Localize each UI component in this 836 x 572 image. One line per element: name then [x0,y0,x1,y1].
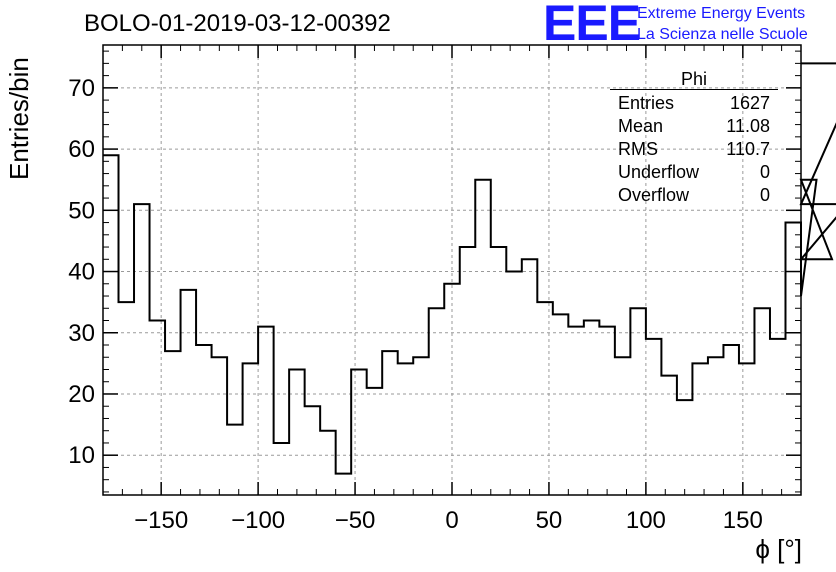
stats-label: Mean [618,116,664,136]
stats-value: 110.7 [726,139,770,159]
x-tick-label: 0 [445,507,458,534]
stats-label: RMS [618,139,658,159]
stats-value: 1627 [729,93,770,113]
logo-line-1: Extreme Energy Events [637,5,806,22]
y-tick-label: 10 [68,442,95,469]
grid-lines [103,45,801,495]
x-tick-label: 100 [626,507,666,534]
eee-logo: EEE [543,0,641,51]
y-axis-label: Entries/bin [4,57,34,180]
x-tick-label: 50 [536,507,563,534]
y-tick-label: 70 [68,75,95,102]
y-tick-label: 30 [68,320,95,347]
x-tick-label: −50 [335,507,376,534]
y-tick-label: 20 [68,381,95,408]
stats-row-underflow: Underflow 0 [610,161,778,184]
stats-box: Phi Entries 1627 Mean 11.08 RMS 110.7 Un… [610,69,778,207]
x-tick-label: −100 [231,507,285,534]
x-tick-label: −150 [134,507,188,534]
axis-tick-labels: −150 −100 −50 0 50 100 150 10 20 30 40 50 60 70 [68,75,763,534]
axis-ticks [102,45,802,495]
stats-value: 0 [759,162,770,182]
logo-caption: Extreme Energy Events La Scienza nelle S… [637,3,808,45]
stats-row-entries: Entries 1627 [610,92,778,115]
stats-row-mean: Mean 11.08 [610,115,778,138]
stats-row-rms: RMS 110.7 [610,138,778,161]
stats-label: Underflow [618,162,700,182]
chart-title: BOLO-01-2019-03-12-00392 [84,10,391,37]
histogram-series [103,62,836,475]
stats-label: Entries [618,93,675,113]
y-tick-label: 40 [68,259,95,286]
x-tick-label: 150 [723,507,763,534]
stats-row-overflow: Overflow 0 [610,184,778,207]
stats-value: 11.08 [726,116,770,136]
stats-value: 0 [759,185,770,205]
y-tick-label: 60 [68,136,95,163]
stats-label: Overflow [618,185,690,205]
x-axis-label: ϕ [°] [755,534,802,564]
stats-title: Phi [610,69,778,90]
y-tick-label: 50 [68,197,95,224]
logo-line-2: La Scienza nelle Scuole [637,26,808,43]
